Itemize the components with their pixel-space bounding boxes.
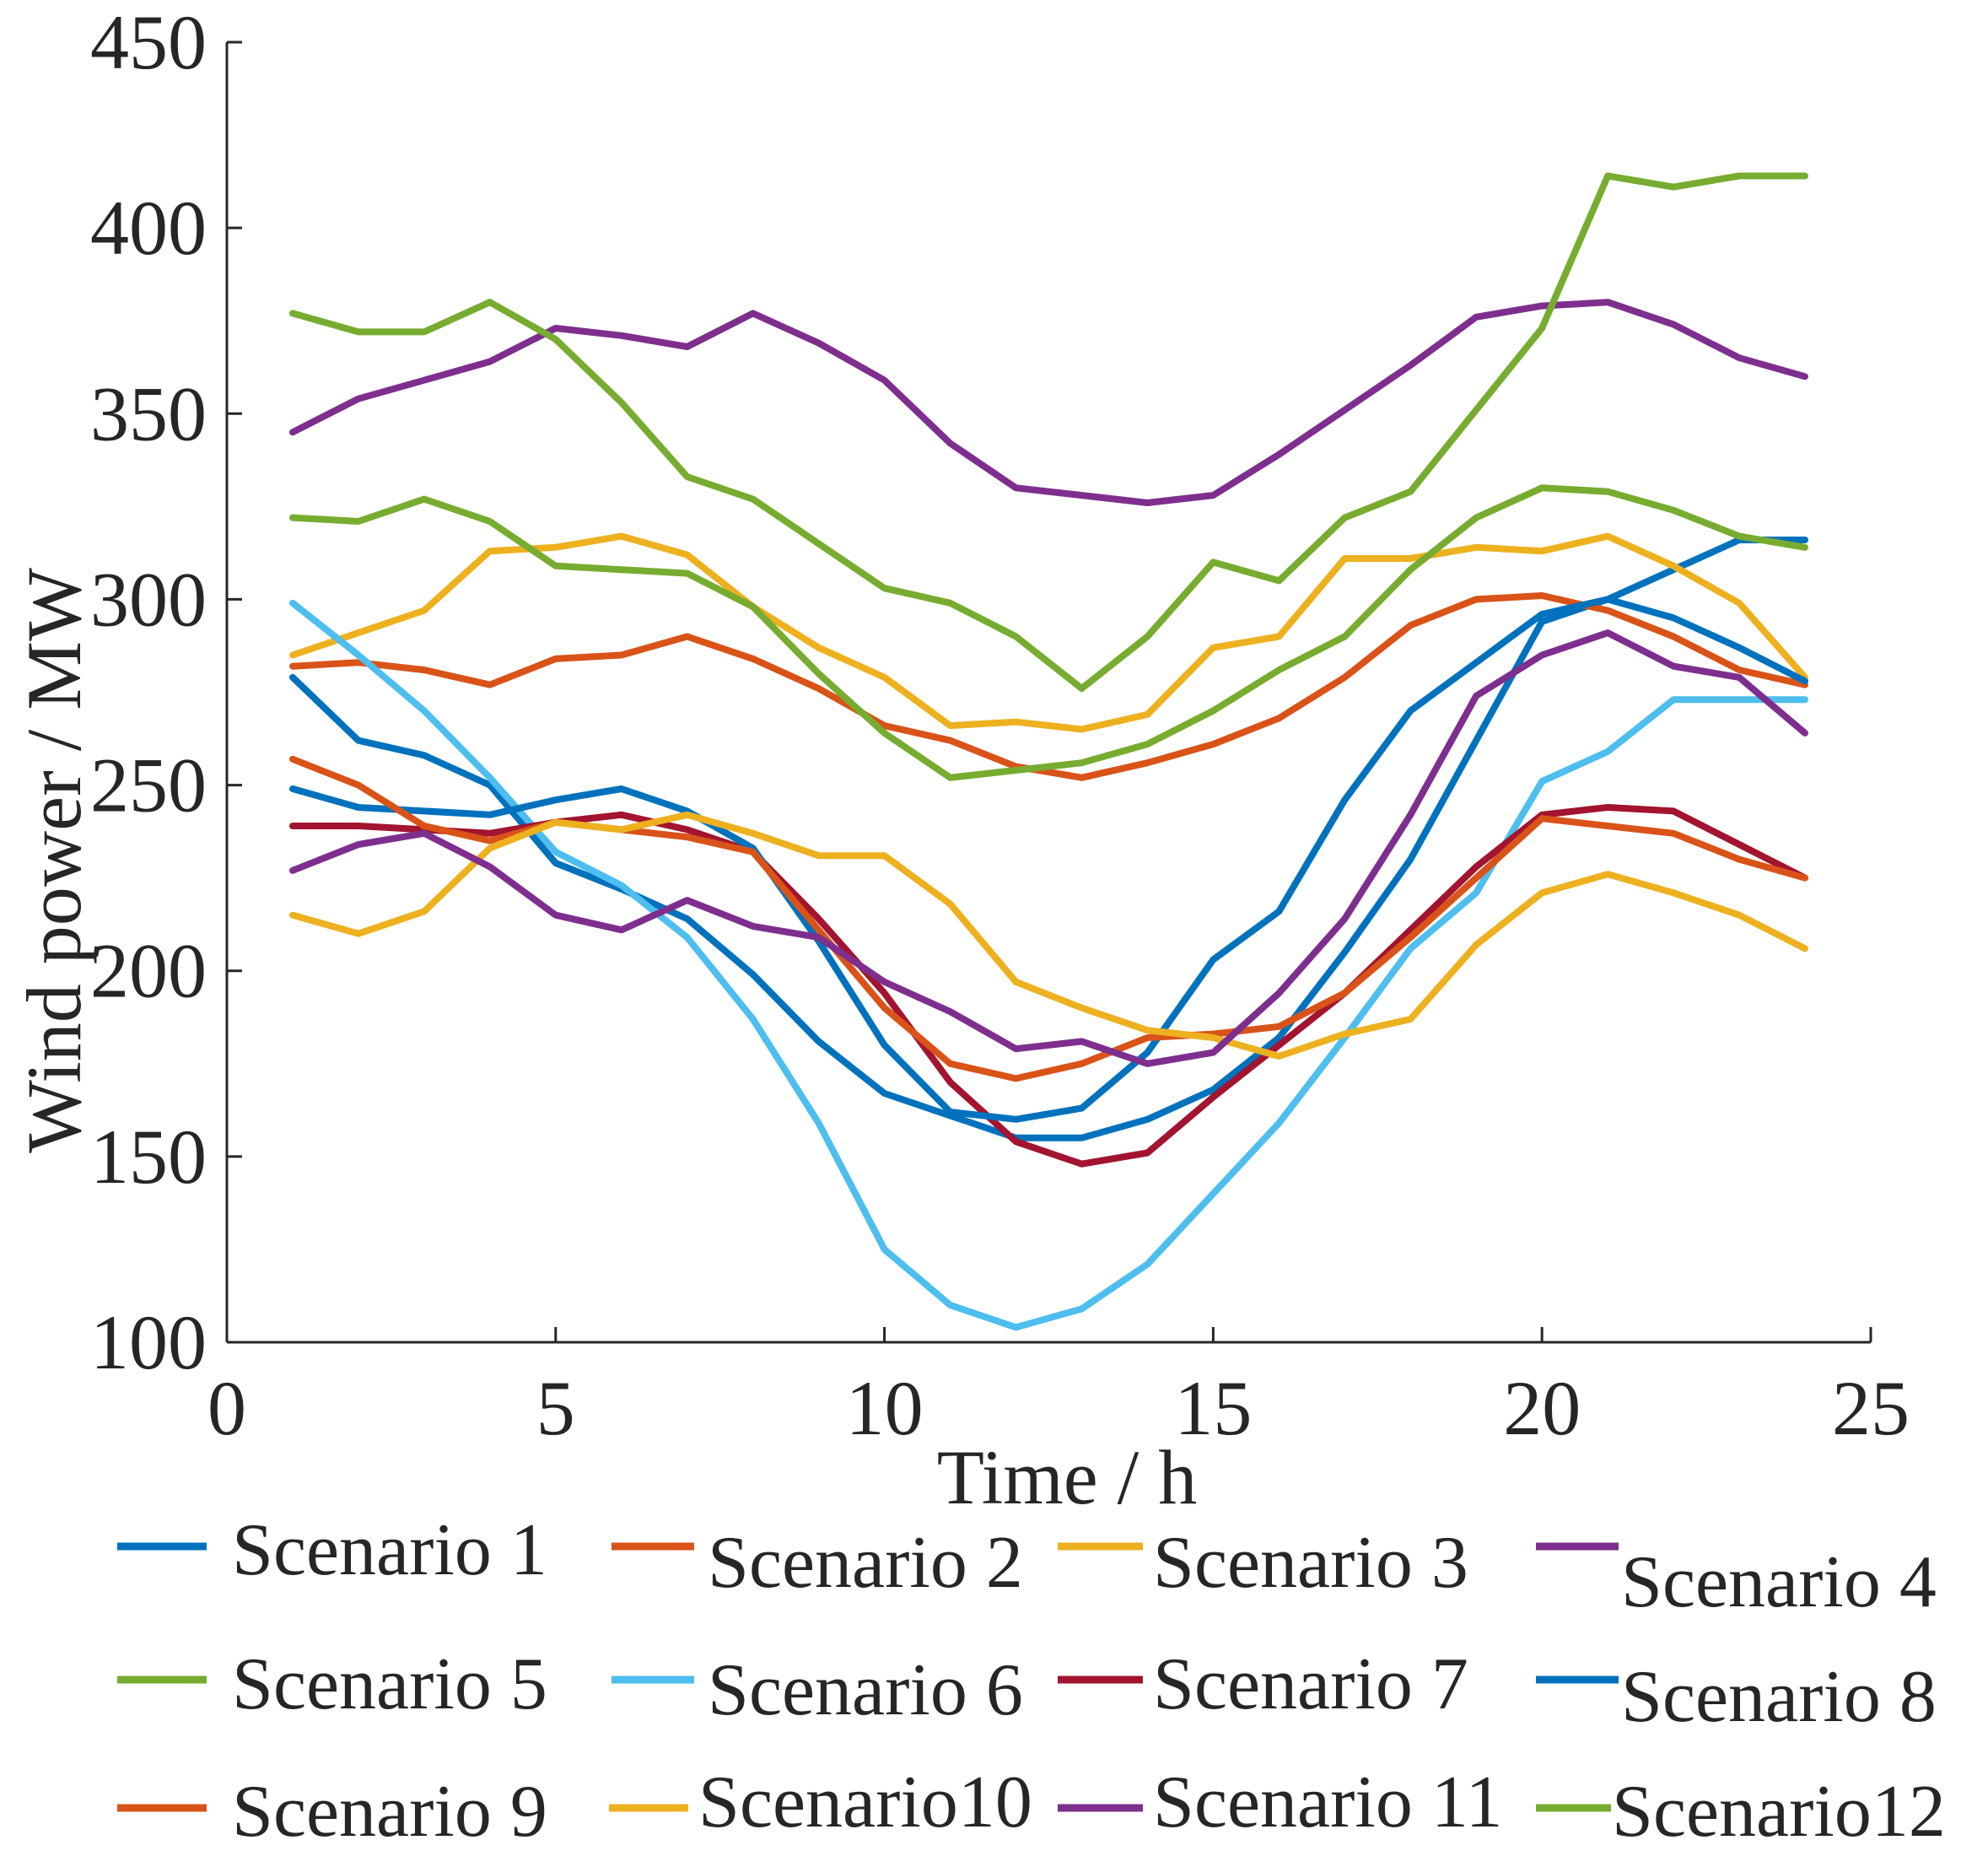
legend-item-8: Scenario 8 [1536,1656,1937,1738]
x-tick-label: 10 [846,1365,924,1451]
series-line-12 [289,172,1808,693]
legend-label: Scenario 1 [232,1509,547,1591]
series-line-2 [289,592,1808,781]
legend-item-5: Scenario 5 [117,1643,547,1725]
legend-item-11: Scenario 11 [1058,1762,1503,1843]
y-tick-label: 150 [90,1114,207,1200]
y-tick-label: 350 [90,370,207,456]
series-line-10 [289,811,1808,1060]
legend-label: Scenario12 [1612,1771,1946,1853]
legend-item-12: Scenario12 [1536,1771,1946,1853]
y-tick-label: 300 [90,556,207,642]
legend-label: Scenario 7 [1153,1643,1468,1725]
legend-label: Scenario 2 [708,1522,1023,1604]
series-line-6 [289,599,1808,1331]
x-tick-label: 20 [1503,1365,1581,1451]
legend-label: Scenario 3 [1153,1522,1468,1604]
legend-label: Scenario 8 [1621,1656,1937,1738]
y-tick-label: 250 [90,742,207,828]
legend-label: Scenario 9 [232,1771,547,1853]
legend-item-4: Scenario 4 [1536,1541,1937,1623]
legend-item-3: Scenario 3 [1058,1522,1468,1604]
x-axis-label: Time / h [937,1434,1197,1520]
legend-item-7: Scenario 7 [1058,1643,1468,1725]
legend-item-1: Scenario 1 [117,1509,547,1591]
y-axis-label: Wind power / MW [11,568,97,1153]
y-tick-label: 400 [90,185,207,271]
y-axis-ticks: 100 150 200 250 300 350 400 450 [90,0,242,1385]
axes [225,42,1871,1344]
x-tick-label: 25 [1832,1365,1910,1451]
legend-item-9: Scenario 9 [117,1771,547,1853]
legend-item-2: Scenario 2 [611,1522,1023,1604]
legend-label: Scenario 4 [1621,1541,1937,1623]
series-line-8 [289,596,1808,1123]
x-tick-label: 15 [1174,1365,1252,1451]
x-tick-label: 0 [207,1365,246,1451]
y-tick-label: 100 [90,1299,207,1385]
legend-label: Scenario 11 [1153,1762,1503,1843]
series-layer [289,172,1808,1331]
legend-label: Scenario 6 [708,1649,1023,1731]
series-line-11 [289,629,1808,1067]
series-line-3 [289,532,1808,733]
legend-item-10: Scenario10 [609,1762,1032,1843]
x-axis-ticks: 0 5 10 15 20 25 [207,1327,1910,1451]
series-line-1 [289,537,1808,1141]
y-tick-label: 200 [90,928,207,1014]
legend-label: Scenario 5 [232,1643,547,1725]
legend-item-6: Scenario 6 [611,1649,1023,1731]
x-tick-label: 5 [536,1365,575,1451]
y-tick-label: 450 [90,0,207,85]
legend: Scenario 1 Scenario 2 Scenario 3 Scenario 4… [117,1509,1946,1853]
legend-label: Scenario10 [698,1762,1032,1843]
series-line-5 [289,484,1808,781]
